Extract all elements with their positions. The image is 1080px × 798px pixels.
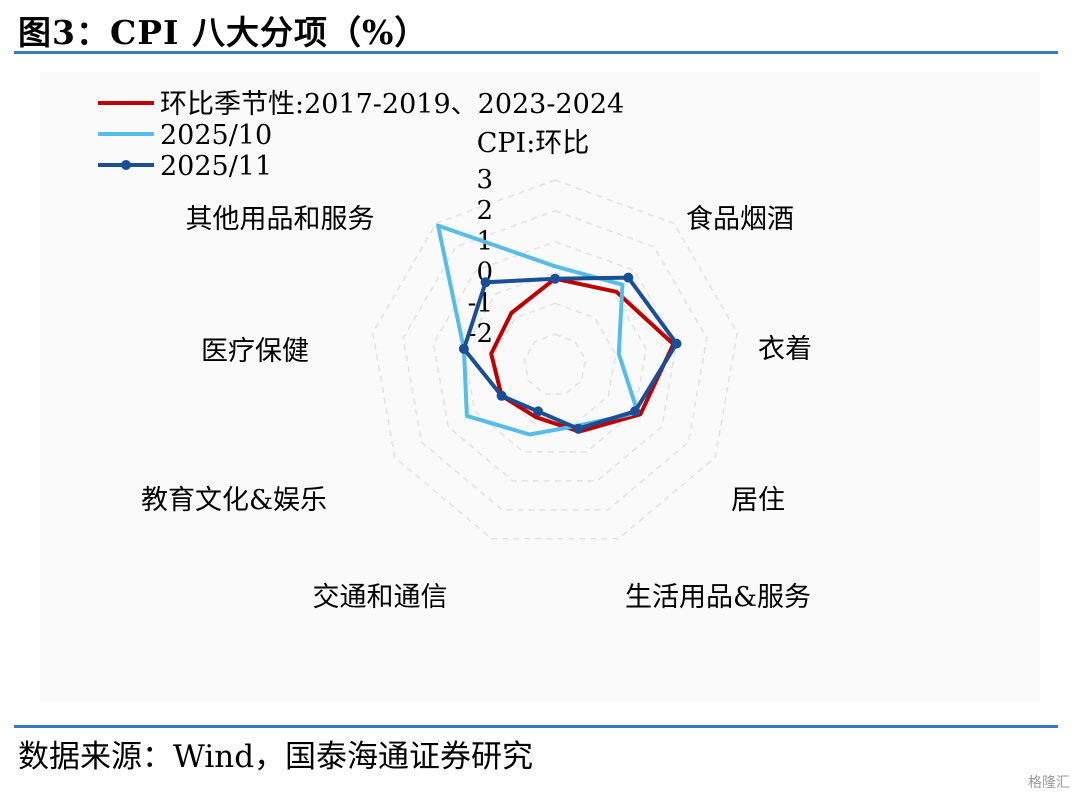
data-point bbox=[573, 423, 584, 434]
tick-label: 2 bbox=[476, 196, 493, 226]
series-line bbox=[461, 275, 679, 431]
source-divider bbox=[14, 725, 1058, 728]
category-label: 交通和通信 bbox=[313, 582, 448, 613]
category-label: 医疗保健 bbox=[201, 336, 309, 367]
series-lines bbox=[436, 223, 682, 437]
data-point bbox=[623, 272, 634, 283]
category-label: 其他用品和服务 bbox=[186, 204, 375, 235]
data-point bbox=[458, 343, 469, 354]
data-point bbox=[496, 390, 507, 401]
series-line bbox=[489, 276, 676, 434]
category-label: 居住 bbox=[731, 485, 785, 516]
data-point bbox=[550, 273, 560, 284]
figure-title: 图3：CPI 八大分项（%） bbox=[18, 13, 429, 52]
title-divider bbox=[14, 51, 1058, 54]
data-point bbox=[630, 406, 641, 417]
radar-grid bbox=[372, 179, 738, 540]
category-label: CPI:环比 bbox=[477, 128, 590, 159]
tick-label: 3 bbox=[476, 165, 493, 195]
grid-ring bbox=[523, 333, 587, 395]
watermark: 格隆汇 bbox=[1028, 775, 1070, 791]
legend-label: 2025/10 bbox=[160, 120, 272, 151]
category-label: 食品烟酒 bbox=[686, 204, 794, 235]
data-point bbox=[671, 338, 682, 349]
data-point bbox=[480, 277, 491, 288]
grid-ring bbox=[402, 210, 708, 511]
grid-ring bbox=[463, 271, 647, 453]
legend-label: 2025/11 bbox=[160, 151, 272, 182]
category-label: 衣着 bbox=[758, 334, 812, 365]
source-note: 数据来源：Wind，国泰海通证券研究 bbox=[18, 739, 534, 775]
legend-marker bbox=[121, 160, 131, 170]
grid-ring bbox=[372, 179, 738, 540]
series-line bbox=[436, 223, 640, 437]
plot-background bbox=[40, 72, 1040, 702]
legend-label: 环比季节性:2017-2019、2023-2024 bbox=[160, 89, 624, 120]
category-label: 教育文化&娱乐 bbox=[141, 485, 327, 516]
data-point bbox=[533, 406, 544, 417]
category-label: 生活用品&服务 bbox=[625, 582, 811, 613]
grid-ring bbox=[493, 302, 617, 424]
